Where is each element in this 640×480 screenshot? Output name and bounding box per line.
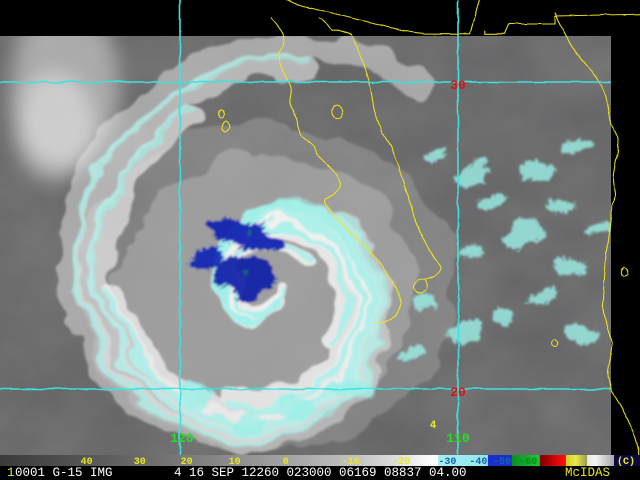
svg-text:-60: -60 (519, 457, 537, 466)
svg-text:4: 4 (430, 420, 437, 432)
svg-text:-30: -30 (438, 457, 456, 466)
svg-text:110: 110 (446, 431, 470, 446)
svg-text:30: 30 (450, 78, 466, 93)
svg-text:(C): (C) (617, 456, 635, 466)
svg-text:-10: -10 (342, 457, 360, 466)
svg-text:-40: -40 (469, 457, 487, 466)
svg-text:20: 20 (450, 385, 466, 400)
svg-text:0: 0 (283, 457, 289, 466)
svg-text:10: 10 (229, 457, 241, 466)
svg-text:40: 40 (81, 457, 93, 466)
svg-text:-50: -50 (493, 457, 511, 466)
svg-text:30: 30 (134, 457, 146, 466)
svg-text:20: 20 (181, 457, 193, 466)
svg-text:120: 120 (170, 431, 194, 446)
svg-text:-20: -20 (392, 457, 410, 466)
